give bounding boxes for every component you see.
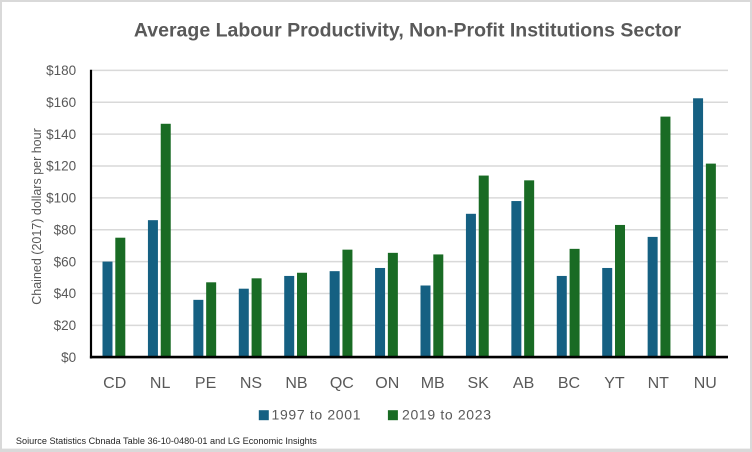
svg-text:2019 to 2023: 2019 to 2023 bbox=[402, 407, 491, 423]
svg-text:$180: $180 bbox=[46, 63, 76, 78]
svg-text:QC: QC bbox=[330, 375, 354, 392]
svg-text:MB: MB bbox=[421, 375, 445, 392]
svg-text:BC: BC bbox=[558, 375, 580, 392]
svg-text:$80: $80 bbox=[54, 222, 77, 237]
svg-text:NU: NU bbox=[694, 375, 717, 392]
svg-text:$120: $120 bbox=[46, 159, 76, 174]
svg-text:$160: $160 bbox=[46, 95, 76, 110]
svg-text:ON: ON bbox=[375, 375, 399, 392]
svg-text:$20: $20 bbox=[54, 318, 77, 333]
svg-text:$60: $60 bbox=[54, 254, 77, 269]
svg-text:Average Labour Productivity, N: Average Labour Productivity, Non-Profit … bbox=[134, 20, 682, 42]
svg-text:AB: AB bbox=[513, 375, 534, 392]
svg-text:NT: NT bbox=[648, 375, 670, 392]
svg-text:$100: $100 bbox=[46, 191, 76, 206]
svg-text:Soiurce Statistics Cbnada T: Soiurce Statistics Cbnada Table 36-10-04… bbox=[16, 436, 317, 446]
svg-text:1997 to 2001: 1997 to 2001 bbox=[272, 407, 361, 423]
svg-text:CD: CD bbox=[103, 375, 126, 392]
svg-text:$40: $40 bbox=[54, 286, 77, 301]
svg-text:PE: PE bbox=[195, 375, 216, 392]
svg-text:NS: NS bbox=[240, 375, 262, 392]
svg-text:YT: YT bbox=[604, 375, 625, 392]
svg-text:$0: $0 bbox=[61, 350, 76, 365]
svg-text:NL: NL bbox=[150, 375, 171, 392]
svg-text:NB: NB bbox=[285, 375, 307, 392]
svg-text:Chained (2017) dollars per hou: Chained (2017) dollars per hour bbox=[30, 128, 44, 305]
svg-text:SK: SK bbox=[467, 375, 489, 392]
svg-text:$140: $140 bbox=[46, 127, 76, 142]
